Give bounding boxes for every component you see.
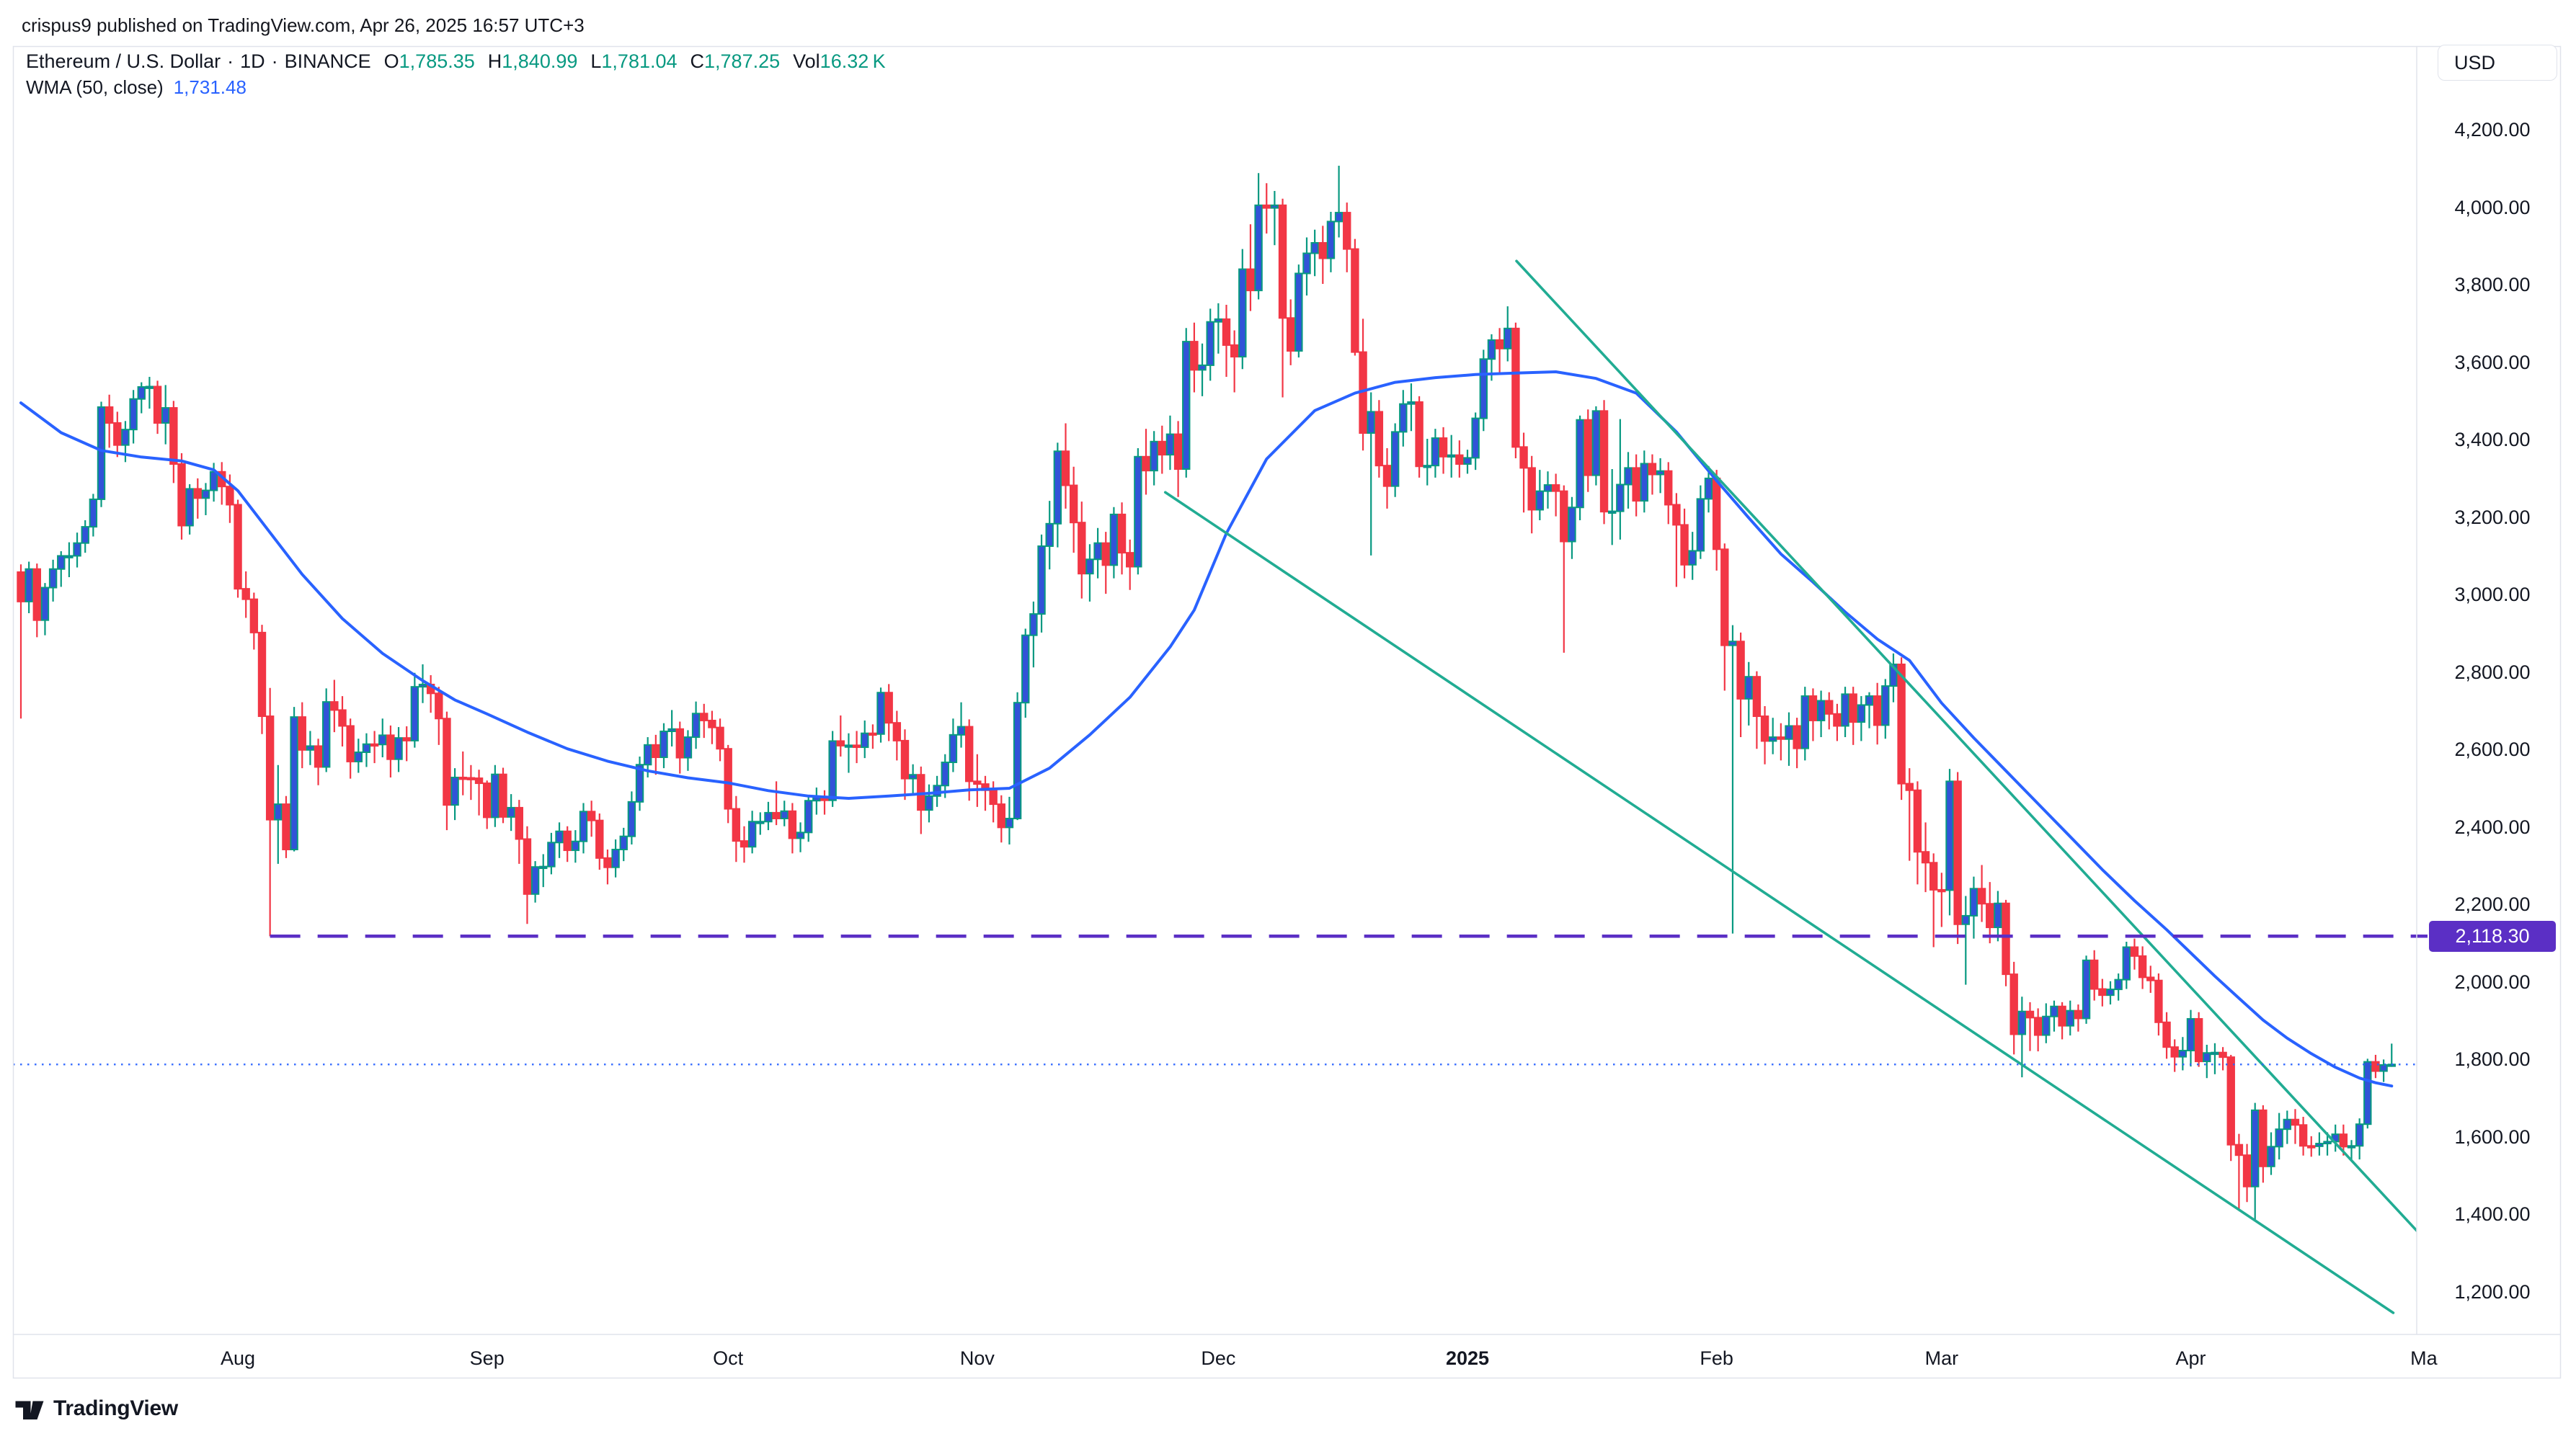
price-axis-label: 4,000.00 xyxy=(2454,196,2531,218)
open-value: 1,785.35 xyxy=(399,50,475,72)
high-label: H xyxy=(487,50,502,72)
currency-label: USD xyxy=(2454,51,2496,73)
trendline-1[interactable] xyxy=(1163,491,2395,1314)
trendline-2[interactable] xyxy=(1515,259,2421,1236)
time-axis-label: Aug xyxy=(221,1347,256,1369)
price-axis-label: 3,600.00 xyxy=(2454,351,2531,373)
time-axis-label: Sep xyxy=(469,1347,505,1369)
open-label: O xyxy=(383,50,399,72)
indicator-value: 1,731.48 xyxy=(173,76,247,98)
wma-line[interactable] xyxy=(19,370,2394,1088)
interval-label: 1D xyxy=(240,50,265,72)
high-value: 1,840.99 xyxy=(502,50,578,72)
price-axis-label: 1,200.00 xyxy=(2454,1281,2531,1303)
price-axis-label: 1,600.00 xyxy=(2454,1125,2531,1148)
time-axis-label: Nov xyxy=(959,1347,995,1369)
symbol-header-row[interactable]: Ethereum / U.S. Dollar · 1D · BINANCE O … xyxy=(26,50,886,73)
low-value: 1,781.04 xyxy=(601,50,678,72)
price-axis-label: 1,800.00 xyxy=(2454,1048,2531,1071)
time-axis-label: Dec xyxy=(1201,1347,1236,1369)
time-axis-label: Feb xyxy=(1700,1347,1733,1369)
indicator-row[interactable]: WMA (50, close) 1,731.48 xyxy=(26,76,247,98)
price-axis-label: 2,800.00 xyxy=(2454,661,2531,683)
symbol-title: Ethereum / U.S. Dollar xyxy=(26,50,221,72)
price-axis-label: 2,600.00 xyxy=(2454,739,2531,761)
volume-label: Vol xyxy=(793,50,820,72)
exchange-label: BINANCE xyxy=(284,50,371,72)
time-axis-label: Ma xyxy=(2410,1347,2438,1369)
level-price-tag[interactable]: 2,118.30 xyxy=(2429,920,2556,952)
price-axis-label: 3,800.00 xyxy=(2454,274,2531,296)
brand-text: TradingView xyxy=(53,1396,178,1420)
price-axis-label: 4,200.00 xyxy=(2454,119,2531,141)
time-axis-label: 2025 xyxy=(1445,1347,1490,1369)
time-axis-label: Oct xyxy=(713,1347,744,1369)
volume-value: 16.32 K xyxy=(820,50,886,72)
currency-toggle-button[interactable]: USD xyxy=(2438,45,2557,81)
price-axis-label: 3,000.00 xyxy=(2454,584,2531,606)
price-axis-label: 3,200.00 xyxy=(2454,506,2531,528)
price-axis-label: 2,000.00 xyxy=(2454,971,2531,993)
low-label: L xyxy=(590,50,602,72)
time-axis-label: Mar xyxy=(1924,1347,1959,1369)
price-axis-label: 2,400.00 xyxy=(2454,816,2531,838)
candles-layer xyxy=(17,166,2396,1221)
separator-dot: · xyxy=(227,50,234,72)
close-label: C xyxy=(690,50,705,72)
indicator-label: WMA (50, close) xyxy=(26,76,164,98)
tradingview-logo-icon xyxy=(15,1401,44,1419)
time-axis-label: Apr xyxy=(2175,1347,2206,1369)
price-axis-label: 2,200.00 xyxy=(2454,893,2531,916)
separator-dot: · xyxy=(271,50,278,72)
close-value: 1,787.25 xyxy=(704,50,781,72)
tradingview-attribution[interactable]: TradingView xyxy=(14,1394,178,1424)
price-axis-label: 1,400.00 xyxy=(2454,1203,2531,1226)
chart-card-border xyxy=(12,45,2562,1379)
plot-area xyxy=(13,166,2421,1314)
published-note: crispus9 published on TradingView.com, A… xyxy=(22,14,585,36)
price-axis-label: 3,400.00 xyxy=(2454,429,2531,451)
